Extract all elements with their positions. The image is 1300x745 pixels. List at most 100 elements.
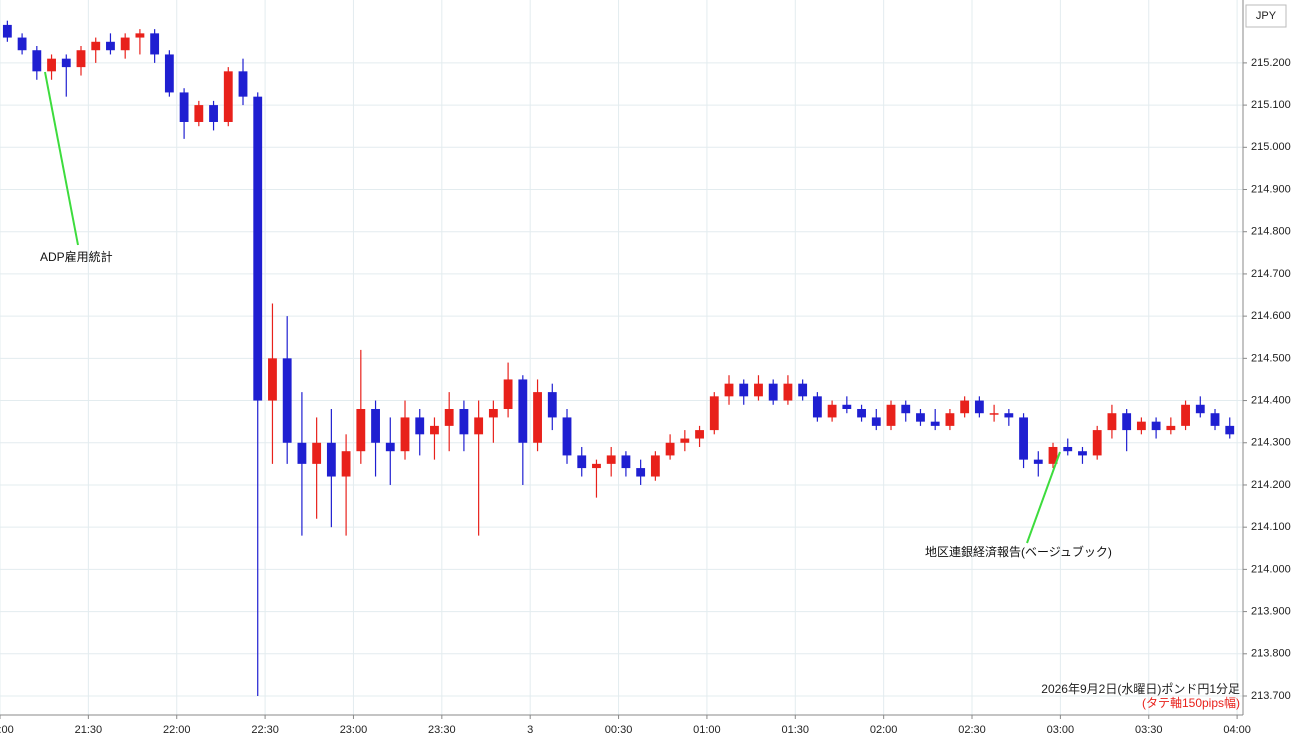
candle-body: [739, 383, 749, 397]
currency-label: JPY: [1256, 10, 1277, 22]
candle-body: [695, 430, 704, 439]
candle-body: [459, 408, 469, 435]
candle-body: [135, 33, 145, 38]
x-tick-label: 22:30: [251, 724, 279, 736]
candle-body: [1019, 417, 1028, 460]
candle-body: [974, 400, 984, 414]
x-tick-label: 02:30: [958, 724, 986, 736]
candle-body: [164, 54, 174, 93]
candle-body: [562, 417, 572, 456]
candle-body: [238, 71, 248, 97]
x-tick-label: 3: [527, 724, 533, 736]
y-tick-label: 214.400: [1251, 394, 1291, 406]
candles: [2, 20, 1235, 697]
candle-body: [282, 358, 292, 443]
annotation: 地区連銀経済報告(ベージュブック): [925, 544, 1112, 559]
candle-body: [650, 455, 660, 477]
y-tick-label: 215.100: [1251, 99, 1291, 111]
x-tick-label: 03:30: [1135, 724, 1163, 736]
candle-body: [297, 442, 307, 464]
annotation-line: [44, 71, 79, 246]
x-tick-label: 23:30: [428, 724, 456, 736]
x-tick-label: 03:00: [1047, 724, 1075, 736]
candle-body: [945, 413, 955, 426]
candle-body: [1063, 446, 1073, 452]
candle-body: [488, 408, 498, 418]
y-tick-label: 214.600: [1251, 310, 1291, 322]
candle-body: [385, 442, 395, 452]
candle-body: [253, 96, 263, 401]
candle-body: [1166, 425, 1176, 431]
candle-body: [474, 417, 484, 435]
candle-body: [209, 105, 218, 122]
annotation: ADP雇用統計: [40, 249, 113, 264]
candle-body: [61, 58, 71, 68]
candle-body: [179, 92, 189, 122]
candle-body: [621, 455, 631, 469]
candle-body: [503, 379, 513, 409]
candle-body: [665, 442, 675, 456]
candle-body: [371, 408, 380, 443]
candle-body: [1004, 413, 1014, 418]
candle-body: [1195, 404, 1205, 414]
candle-body: [783, 383, 793, 401]
candle-body: [1136, 421, 1146, 431]
y-tick-label: 214.200: [1251, 479, 1291, 491]
candle-body: [592, 463, 601, 469]
footer: 2026年9月2日(水曜日)ポンド円1分足: [1041, 682, 1240, 696]
y-tick-label: 213.800: [1251, 648, 1291, 660]
candle-body: [91, 41, 101, 51]
x-tick-label: 04:00: [1223, 724, 1251, 736]
candle-body: [842, 404, 852, 409]
candle-body: [341, 451, 351, 477]
x-tick-label: 01:00: [693, 724, 721, 736]
candle-body: [768, 383, 778, 401]
candle-body: [577, 455, 587, 469]
candle-body: [400, 417, 410, 452]
candle-body: [636, 468, 646, 477]
candle-body: [430, 425, 439, 435]
candle-body: [444, 408, 454, 426]
x-tick-label: 21:30: [75, 724, 103, 736]
candle-body: [194, 105, 204, 122]
y-tick-label: 214.300: [1251, 437, 1291, 449]
candle-body: [106, 41, 115, 51]
candle-body: [533, 392, 542, 443]
y-tick-label: 213.900: [1251, 605, 1291, 617]
candle-body: [1210, 413, 1220, 426]
candle-body: [2, 24, 12, 38]
candle-body: [150, 33, 160, 55]
y-tick-label: 213.700: [1251, 690, 1291, 702]
x-tick-label: 22:00: [163, 724, 191, 736]
candle-body: [606, 455, 616, 464]
currency-box: [1245, 4, 1287, 28]
y-tick-label: 215.200: [1251, 57, 1291, 69]
candle-body: [32, 50, 42, 72]
y-tick-label: 215.000: [1251, 141, 1291, 153]
candle-body: [930, 421, 940, 426]
candle-body: [415, 417, 425, 435]
candle-body: [960, 400, 970, 414]
annotation-line: [1026, 451, 1061, 544]
candle-body: [1092, 430, 1102, 456]
y-tick-label: 214.900: [1251, 183, 1291, 195]
candle-body: [901, 404, 911, 414]
candle-body: [724, 383, 734, 397]
candle-body: [871, 417, 881, 426]
y-tick-label: 214.100: [1251, 521, 1291, 533]
candle-body: [547, 392, 557, 418]
y-tick-label: 214.800: [1251, 226, 1291, 238]
candle-body: [1107, 413, 1117, 431]
x-tick-label: 01:30: [782, 724, 810, 736]
candle-body: [709, 396, 719, 431]
y-tick-label: 214.500: [1251, 352, 1291, 364]
candle-body: [857, 408, 866, 418]
x-tick-label: 02:00: [870, 724, 898, 736]
candle-body: [812, 396, 822, 418]
candle-body: [76, 50, 86, 68]
candle-body: [989, 413, 999, 415]
y-tick-label: 214.000: [1251, 563, 1291, 575]
candle-body: [754, 383, 763, 397]
